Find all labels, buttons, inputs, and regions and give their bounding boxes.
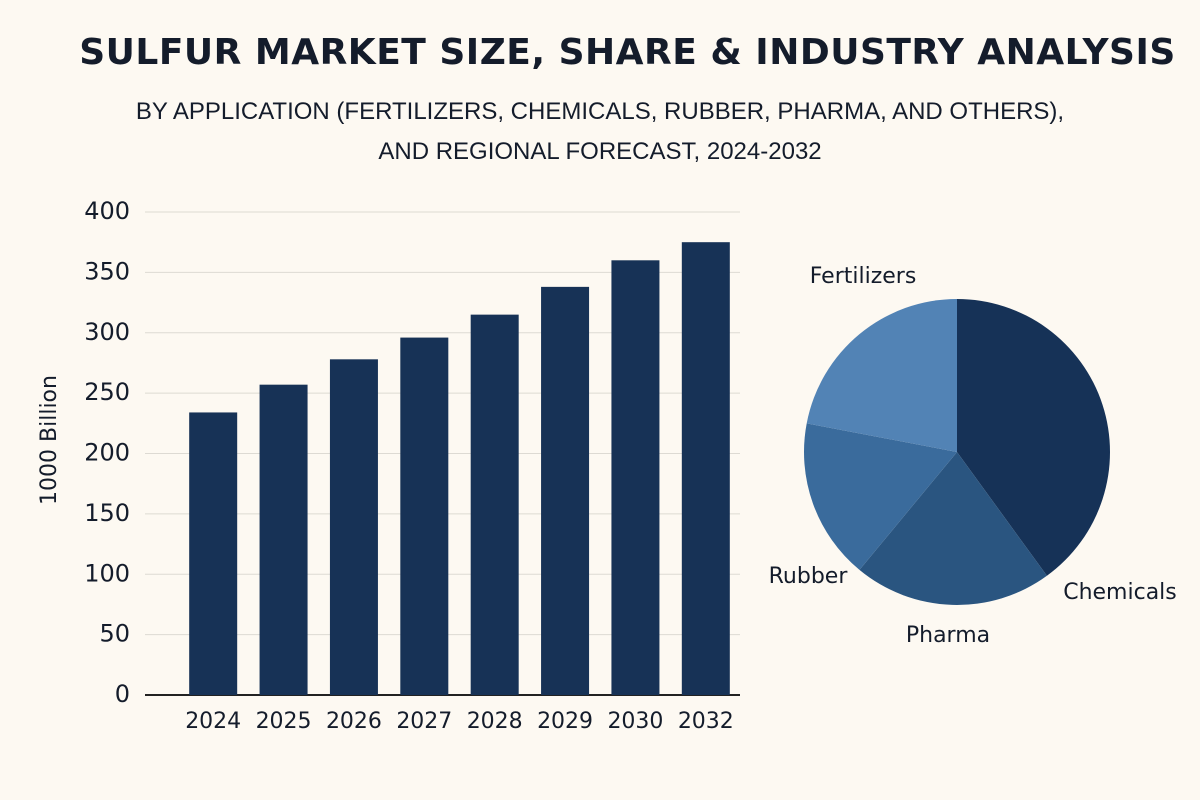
x-tick-label: 2027 xyxy=(396,709,452,734)
y-tick-label: 150 xyxy=(84,499,130,527)
bar xyxy=(611,260,660,695)
pie-slice xyxy=(957,299,1110,576)
x-tick-label: 2029 xyxy=(537,709,593,734)
y-tick-label: 200 xyxy=(84,439,130,467)
slice-label: Rubber xyxy=(769,564,849,589)
y-tick-label: 350 xyxy=(84,257,130,285)
y-tick-label: 400 xyxy=(84,197,130,225)
bar xyxy=(470,314,519,695)
pie-slice xyxy=(859,452,1047,606)
y-tick-label: 100 xyxy=(84,559,130,587)
slice-label: Chemicals xyxy=(1063,580,1177,605)
slice-label: Pharma xyxy=(906,623,990,648)
pie-slice xyxy=(803,423,957,570)
y-tick-label: 50 xyxy=(99,620,130,648)
bar xyxy=(329,359,378,695)
y-tick-label: 300 xyxy=(84,318,130,346)
y-tick-label: 250 xyxy=(84,378,130,406)
bar xyxy=(541,286,590,695)
bar xyxy=(681,242,730,695)
y-axis-label: 1000 Billion xyxy=(37,375,62,505)
pie-slice xyxy=(806,299,957,452)
title: SULFUR MARKET SIZE, SHARE & INDUSTRY ANA… xyxy=(79,32,1176,73)
slice-label: Fertilizers xyxy=(810,264,917,289)
bar xyxy=(259,384,308,695)
x-tick-label: 2024 xyxy=(185,709,241,734)
x-tick-label: 2030 xyxy=(607,709,663,734)
x-tick-label: 2026 xyxy=(326,709,382,734)
bar xyxy=(400,337,449,695)
x-tick-label: 2032 xyxy=(678,709,734,734)
bar xyxy=(189,412,238,695)
subtitle: BY APPLICATION (FERTILIZERS, CHEMICALS, … xyxy=(135,98,1065,165)
y-tick-label: 0 xyxy=(115,680,130,708)
x-tick-label: 2025 xyxy=(256,709,312,734)
x-tick-label: 2028 xyxy=(467,709,523,734)
